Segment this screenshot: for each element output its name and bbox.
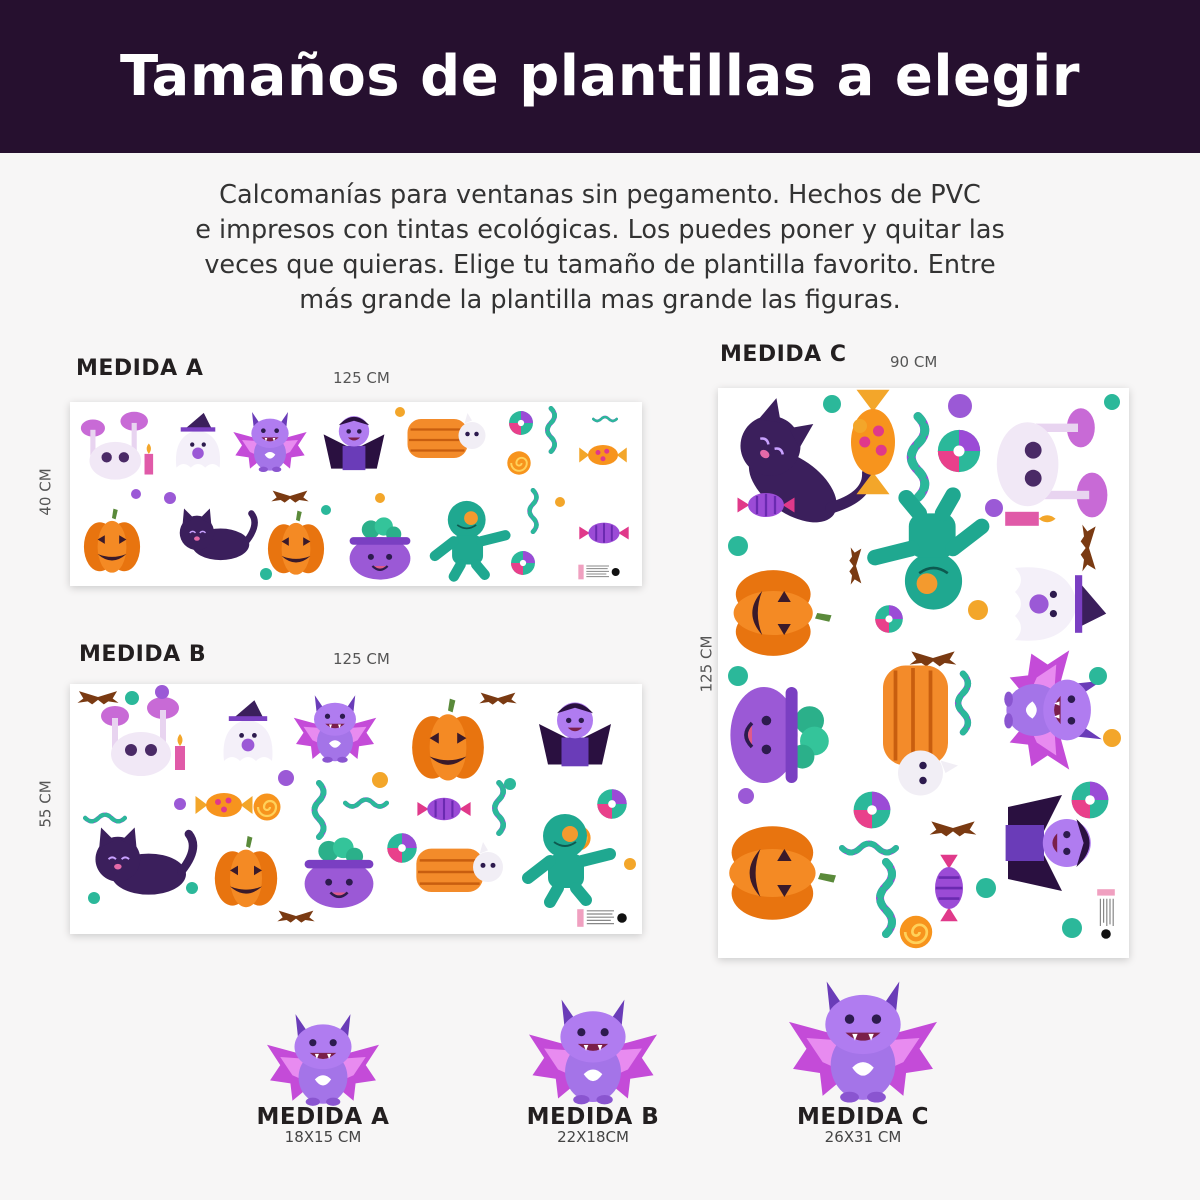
page-title: Tamaños de plantillas a elegir (120, 44, 1080, 109)
template-a-illustration (80, 402, 630, 582)
description-line: Calcomanías para ventanas sin pegamento.… (219, 180, 981, 210)
template-b-label: MEDIDA B (79, 642, 207, 667)
template-c-height: 125 CM (697, 635, 716, 693)
figure-size-b-label: MEDIDA B (526, 1104, 660, 1130)
template-b-illustration (77, 685, 636, 930)
template-c-width: 90 CM (890, 353, 938, 371)
description-line: más grande la plantilla mas grande las f… (299, 285, 901, 315)
bat-figure-b (529, 999, 657, 1105)
template-c-illustration (718, 388, 1121, 950)
figure-size-c-label: MEDIDA C (796, 1104, 930, 1130)
template-a-height: 40 CM (36, 468, 55, 516)
bat-figure-a (267, 1014, 379, 1106)
description-line: e impresos con tintas ecológicas. Los pu… (195, 215, 1005, 245)
figure-size-a-value: 18X15 CM (284, 1128, 362, 1146)
product-description: Calcomanías para ventanas sin pegamento.… (120, 178, 1080, 318)
template-b-width: 125 CM (333, 650, 390, 668)
template-c-sheet (718, 388, 1129, 958)
description-line: veces que quieras. Elige tu tamaño de pl… (204, 250, 996, 280)
figure-size-a: MEDIDA A 18X15 CM (253, 1104, 393, 1146)
figure-size-a-label: MEDIDA A (256, 1104, 390, 1130)
template-c-label: MEDIDA C (720, 342, 847, 367)
template-a-width: 125 CM (333, 369, 390, 387)
template-b-height: 55 CM (36, 780, 55, 828)
figure-size-b-value: 22X18CM (557, 1128, 629, 1146)
template-a-sheet (70, 402, 642, 586)
figure-size-c: MEDIDA C 26X31 CM (793, 1104, 933, 1146)
figure-size-c-value: 26X31 CM (824, 1128, 902, 1146)
template-a-label: MEDIDA A (76, 356, 204, 381)
page-header: Tamaños de plantillas a elegir (0, 0, 1200, 153)
figure-size-b: MEDIDA B 22X18CM (523, 1104, 663, 1146)
bat-figure-c (789, 981, 937, 1103)
template-b-sheet (70, 684, 642, 934)
